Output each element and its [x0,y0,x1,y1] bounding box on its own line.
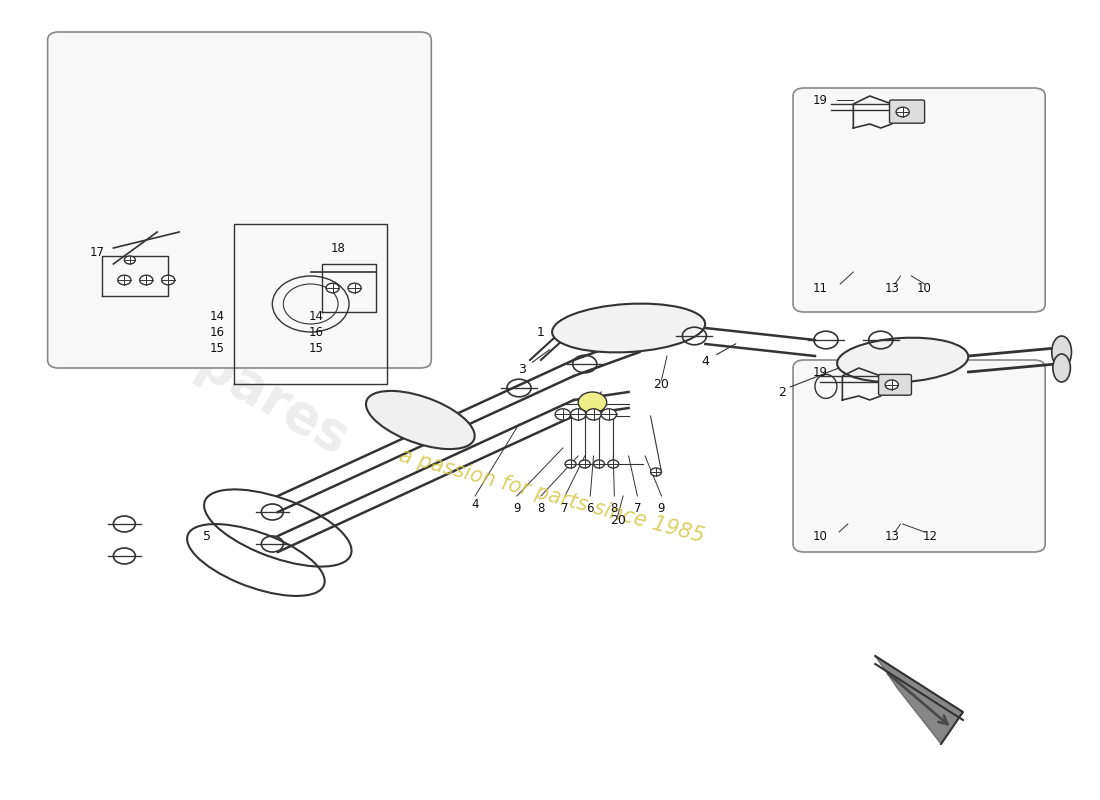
FancyBboxPatch shape [890,100,925,123]
Text: 18: 18 [331,242,345,254]
Text: 15: 15 [210,342,225,354]
Text: 14: 14 [309,310,323,322]
Circle shape [556,409,571,420]
Text: 4: 4 [472,498,478,510]
Circle shape [594,460,605,468]
Text: 10: 10 [813,530,828,542]
Text: 4: 4 [702,355,710,368]
Circle shape [586,409,602,420]
FancyBboxPatch shape [879,374,912,395]
Text: 15: 15 [309,342,323,354]
FancyBboxPatch shape [793,360,1045,552]
Text: 8: 8 [537,502,544,514]
Circle shape [650,468,661,476]
Text: 9: 9 [658,502,666,514]
Circle shape [608,460,618,468]
FancyBboxPatch shape [793,88,1045,312]
Text: a passion for parts since 1985: a passion for parts since 1985 [397,446,706,546]
Text: 5: 5 [202,530,210,542]
Circle shape [565,460,576,468]
FancyBboxPatch shape [47,32,431,368]
Circle shape [118,275,131,285]
Ellipse shape [366,391,475,449]
Circle shape [896,107,910,117]
Text: 20: 20 [653,378,670,390]
Text: 6: 6 [586,502,594,514]
Text: 1: 1 [537,326,544,338]
Text: 8: 8 [610,502,618,514]
Text: eurospares: eurospares [44,254,359,466]
Text: 9: 9 [513,502,520,514]
Text: 17: 17 [89,246,104,258]
Circle shape [579,392,607,413]
Circle shape [140,275,153,285]
Circle shape [348,283,361,293]
Circle shape [580,460,591,468]
Text: 19: 19 [813,94,828,106]
Text: 2: 2 [778,386,786,398]
Text: 19: 19 [813,366,828,378]
Circle shape [326,283,339,293]
Circle shape [162,275,175,285]
Text: 3: 3 [518,363,526,376]
Text: 10: 10 [917,282,932,294]
Polygon shape [876,656,962,744]
Ellipse shape [552,303,705,353]
Ellipse shape [1052,336,1071,368]
Circle shape [571,409,586,420]
Text: 16: 16 [210,326,225,338]
Text: 7: 7 [634,502,641,514]
Text: 11: 11 [813,282,828,294]
Text: 14: 14 [210,310,225,322]
Text: 20: 20 [609,514,626,526]
Text: 12: 12 [923,530,937,542]
Text: 13: 13 [884,530,899,542]
Text: 7: 7 [561,502,569,514]
Text: 13: 13 [884,282,899,294]
Ellipse shape [1053,354,1070,382]
Ellipse shape [837,338,968,382]
Circle shape [124,256,135,264]
Circle shape [602,409,617,420]
Circle shape [886,380,899,390]
Text: 16: 16 [309,326,323,338]
